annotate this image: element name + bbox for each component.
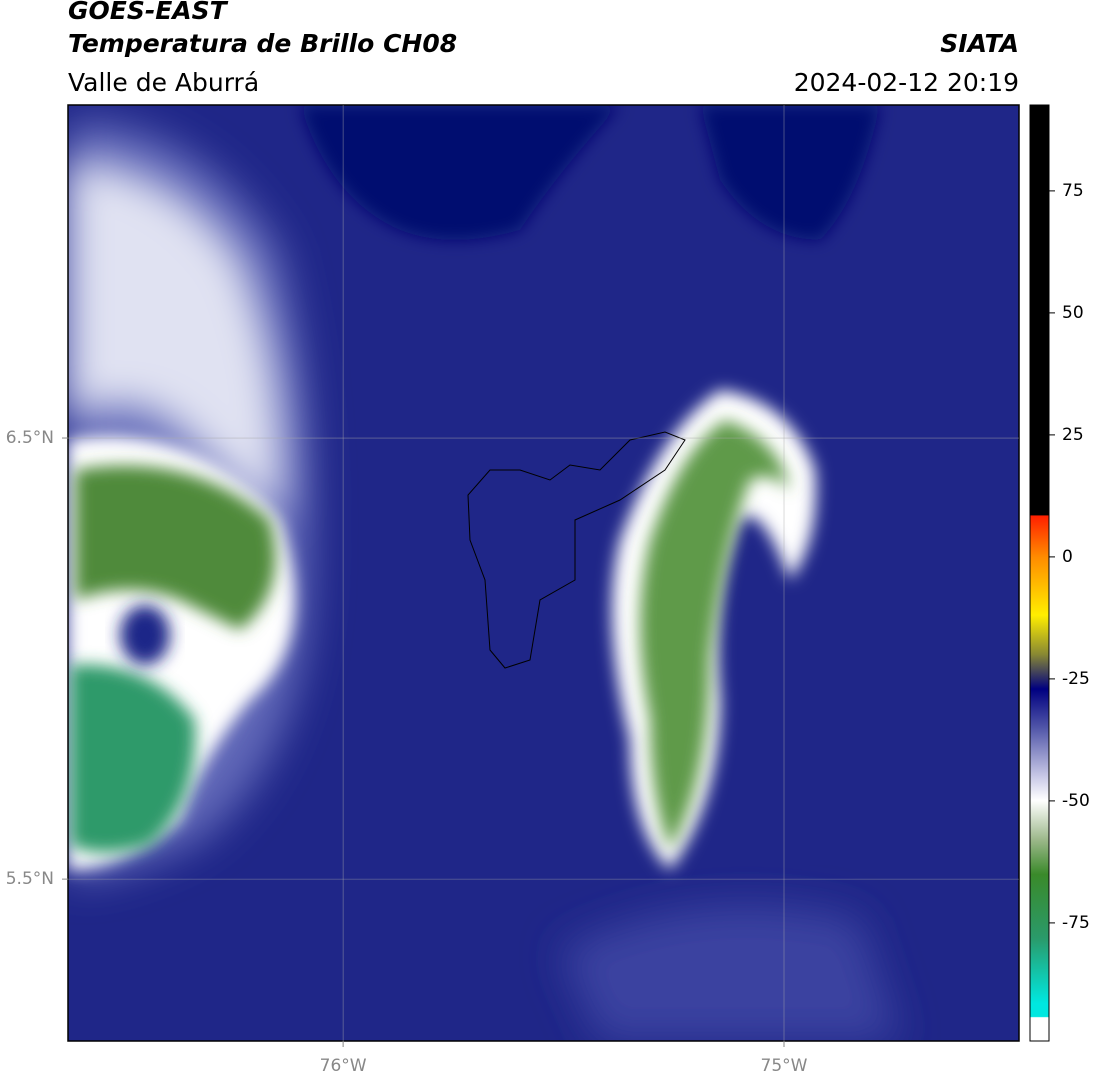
colorbar-tick-label: -75 <box>1062 913 1090 933</box>
x-tick-label: 76°W <box>320 1056 367 1076</box>
map-frame <box>67 104 1020 1042</box>
datetime: 2024-02-12 20:19 <box>794 68 1019 97</box>
y-tick-label: 5.5°N <box>6 869 54 889</box>
colorbar-tick-label: -50 <box>1062 791 1090 811</box>
subtitle: Temperatura de Brillo CH08 <box>68 29 457 58</box>
colorbar-tick-label: -25 <box>1062 669 1090 689</box>
colorbar-tick-label: 50 <box>1062 303 1084 323</box>
agency: SIATA <box>940 29 1019 58</box>
colorbar <box>1029 104 1050 1042</box>
colorbar-tick-label: 75 <box>1062 181 1084 201</box>
region: Valle de Aburrá <box>68 68 259 97</box>
y-tick-label: 6.5°N <box>6 428 54 448</box>
satellite-image <box>68 105 1019 1041</box>
title: GOES-EAST <box>68 0 229 25</box>
x-tick-label: 75°W <box>761 1056 808 1076</box>
colorbar-tick-label: 0 <box>1062 547 1073 567</box>
colorbar-tick-label: 25 <box>1062 425 1084 445</box>
